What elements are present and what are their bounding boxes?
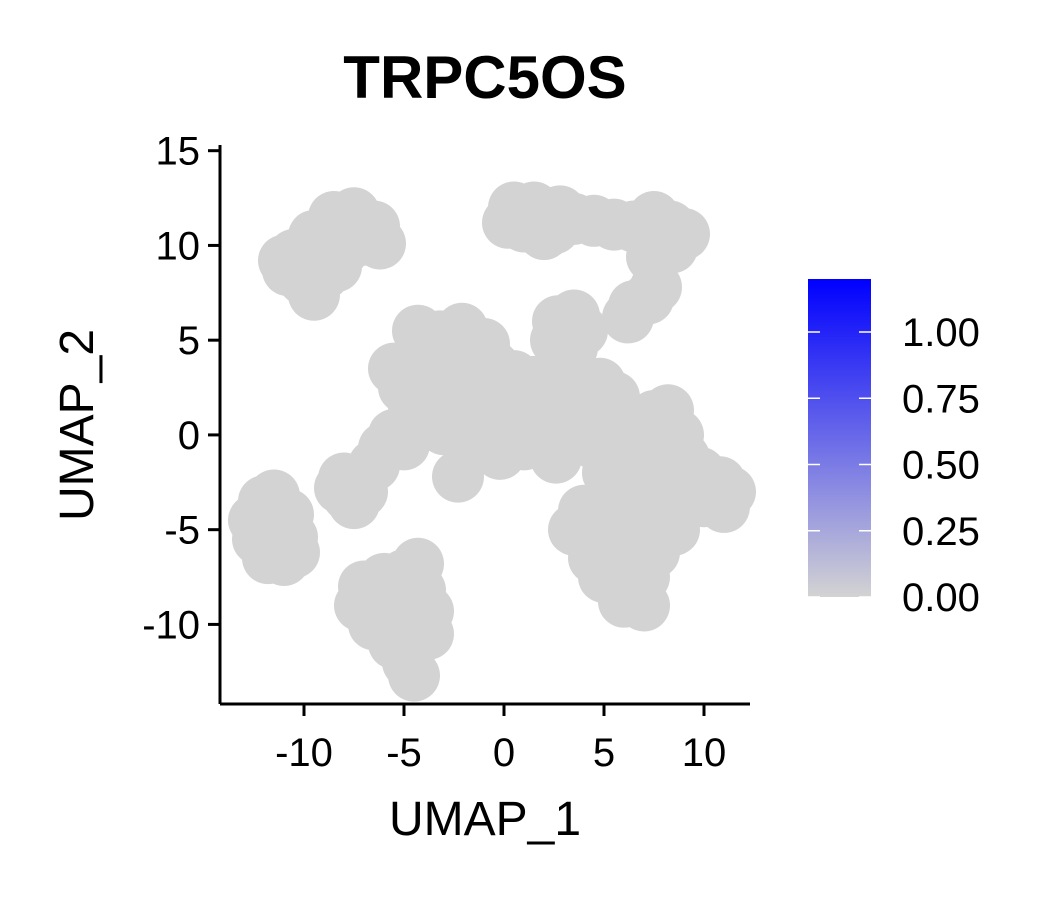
x-tick-label: -10 (275, 731, 333, 775)
x-tick-label: 5 (593, 731, 615, 775)
colorbar-tick-label: 1.00 (902, 311, 980, 355)
y-tick-label: -5 (164, 509, 200, 553)
x-axis-title: UMAP_1 (389, 793, 581, 846)
colorbar-gradient (808, 279, 871, 597)
x-ticks: -10 -5 0 5 10 (275, 704, 726, 775)
data-point (258, 234, 310, 287)
colorbar-tick-label: 0.50 (902, 444, 980, 488)
points-layer (228, 181, 756, 702)
data-point (268, 526, 320, 579)
data-point (318, 452, 370, 505)
colorbar-tick-label: 0.25 (902, 510, 980, 554)
data-point (698, 480, 750, 533)
colorbar-tick-label: 0.75 (902, 377, 980, 421)
data-point (618, 579, 670, 632)
x-tick-label: 0 (493, 731, 515, 775)
y-tick-label: 5 (178, 319, 200, 363)
y-axis-title: UMAP_2 (51, 329, 104, 521)
y-tick-label: -10 (142, 603, 200, 647)
data-point (354, 217, 406, 270)
data-point (528, 202, 580, 255)
data-point (388, 649, 440, 702)
data-point (310, 240, 362, 293)
data-point (458, 317, 510, 370)
chart-title: TRPC5OS (343, 44, 626, 111)
colorbar-ticks: 1.00 0.75 0.50 0.25 0.00 (808, 311, 980, 620)
y-tick-label: 15 (156, 130, 201, 174)
data-point (432, 450, 484, 503)
data-point (392, 304, 444, 357)
colorbar-legend: 1.00 0.75 0.50 0.25 0.00 (808, 279, 980, 620)
data-point (474, 427, 526, 480)
colorbar-tick-label: 0.00 (902, 576, 980, 620)
y-tick-label: 0 (178, 414, 200, 458)
x-tick-label: 10 (682, 731, 727, 775)
y-ticks: 15 10 5 0 -5 -10 (142, 130, 220, 647)
data-point (602, 291, 654, 344)
data-point (530, 431, 582, 484)
x-tick-label: -5 (386, 731, 422, 775)
y-tick-label: 10 (156, 224, 201, 268)
